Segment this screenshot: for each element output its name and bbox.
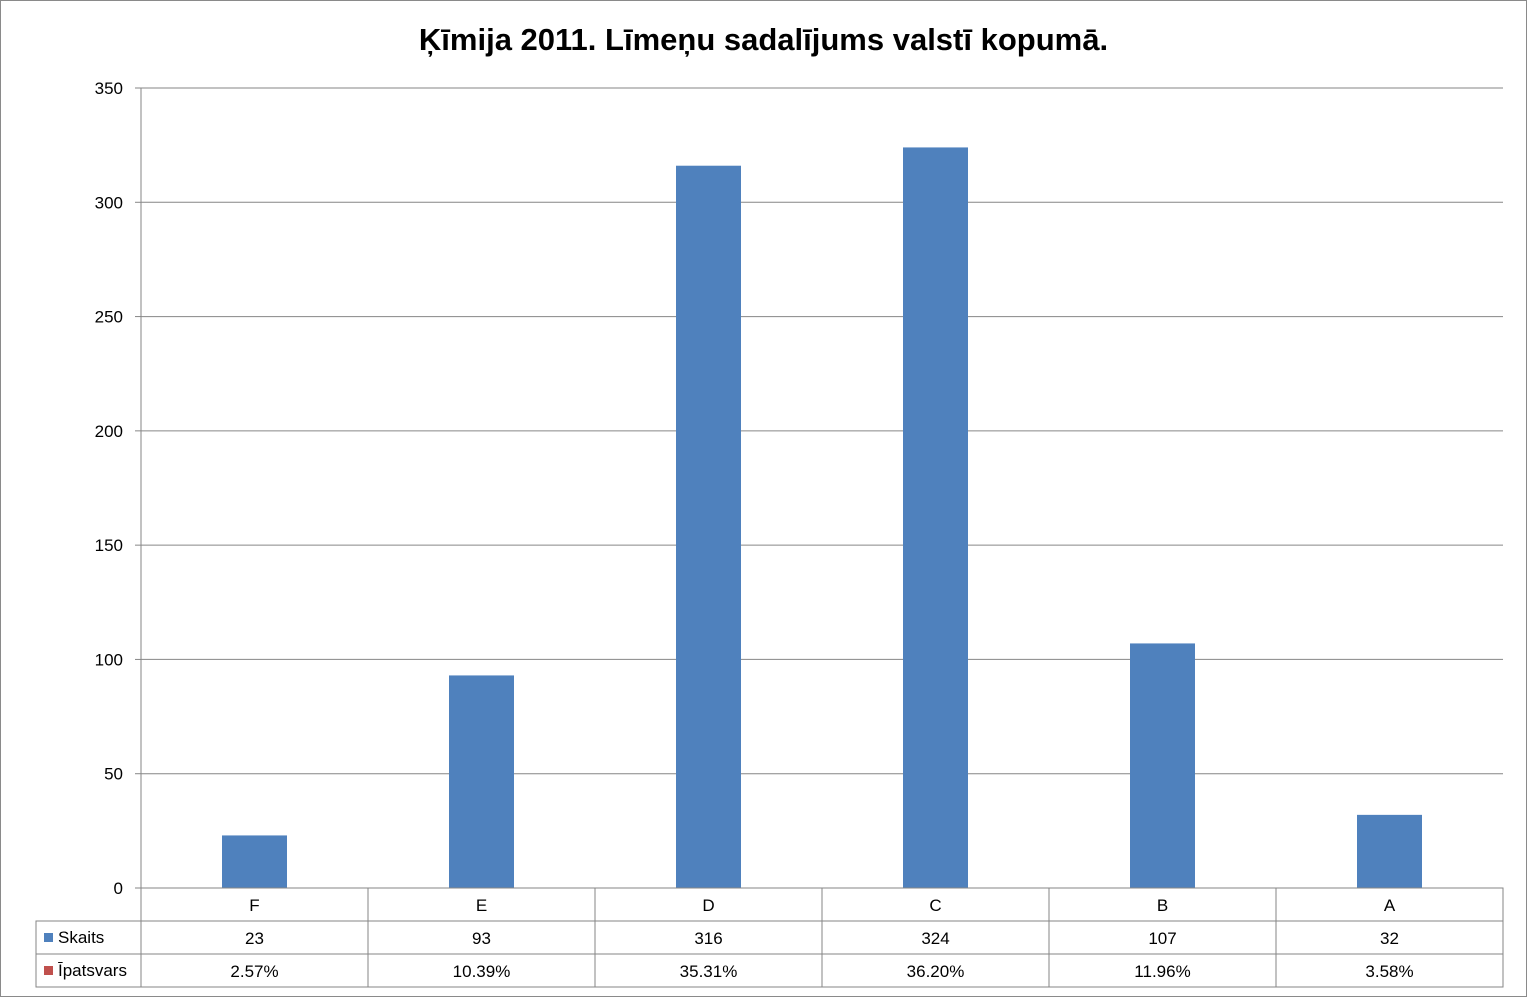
- x-tick-label: F: [249, 896, 259, 915]
- bar-E: [449, 675, 514, 888]
- table-cell-value: 36.20%: [907, 962, 965, 981]
- legend-key-Īpatsvars: [44, 966, 53, 975]
- y-tick-label: 200: [95, 422, 123, 441]
- legend-label: Skaits: [58, 928, 104, 947]
- y-tick-label: 50: [104, 765, 123, 784]
- bar-D: [676, 165, 741, 888]
- table-cell-value: 3.58%: [1365, 962, 1413, 981]
- table-cell-value: 10.39%: [453, 962, 511, 981]
- table-cell-value: 35.31%: [680, 962, 738, 981]
- table-cell-value: 93: [472, 929, 491, 948]
- table-cell-value: 32: [1380, 929, 1399, 948]
- table-cell-value: 2.57%: [230, 962, 278, 981]
- y-tick-label: 300: [95, 193, 123, 212]
- y-tick-label: 100: [95, 650, 123, 669]
- chart-title: Ķīmija 2011. Līmeņu sadalījums valstī ko…: [418, 22, 1109, 57]
- table-cell-value: 316: [694, 929, 722, 948]
- y-tick-label: 0: [114, 879, 123, 898]
- table-cell-value: 107: [1148, 929, 1176, 948]
- y-tick-label: 150: [95, 536, 123, 555]
- table-cell-value: 23: [245, 929, 264, 948]
- x-tick-label: D: [702, 896, 714, 915]
- bar-F: [222, 835, 287, 888]
- legend-key-Skaits: [44, 933, 53, 942]
- table-cell-value: 11.96%: [1134, 962, 1190, 981]
- bar-C: [903, 147, 968, 888]
- x-tick-label: B: [1157, 896, 1168, 915]
- x-tick-label: C: [929, 896, 941, 915]
- y-tick-label: 250: [95, 308, 123, 327]
- y-tick-label: 350: [95, 79, 123, 98]
- x-tick-label: A: [1384, 896, 1396, 915]
- bar-A: [1357, 814, 1422, 888]
- legend-label: Īpatsvars: [58, 961, 127, 980]
- bar-B: [1130, 643, 1195, 888]
- x-tick-label: E: [476, 896, 487, 915]
- table-cell-value: 324: [921, 929, 949, 948]
